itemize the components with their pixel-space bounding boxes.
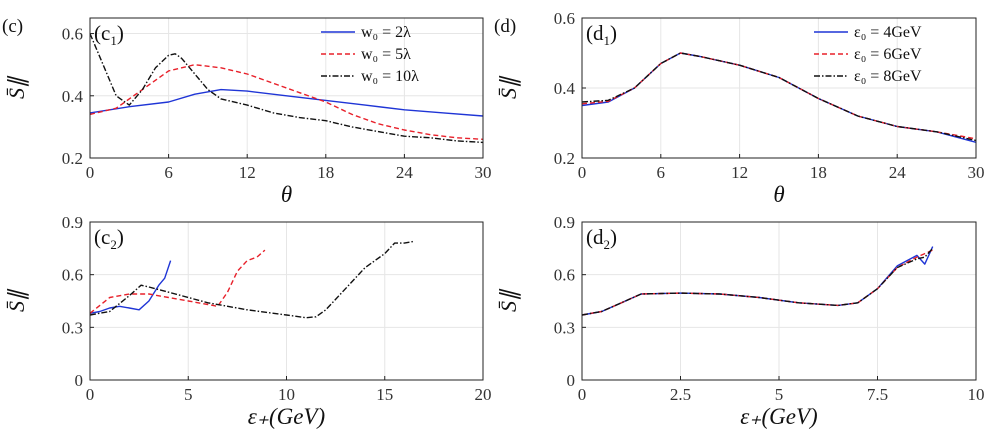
- panel-title-main: (d: [586, 225, 604, 249]
- y-tick-label: 0.3: [62, 318, 83, 337]
- series-line-d2-2: [581, 247, 934, 316]
- panel-letter: (d): [494, 16, 516, 37]
- x-tick-label: 10: [968, 385, 985, 404]
- series-line-c1-2: [89, 33, 484, 144]
- series-line-c2-0: [89, 260, 172, 314]
- x-axis-label: ε₊(GeV): [740, 404, 817, 429]
- series-line-c1-0: [89, 88, 484, 117]
- x-tick-label: 0: [86, 163, 95, 182]
- legend-label: ε₀ = 4GeV: [854, 24, 922, 41]
- y-tick-label: 0.6: [62, 266, 83, 285]
- y-tick-label: 0.6: [554, 9, 575, 28]
- y-tick-label: 0: [567, 371, 576, 390]
- x-tick-label: 6: [164, 163, 173, 182]
- series-line-c2-1: [89, 249, 266, 314]
- x-tick-label: 24: [396, 163, 414, 182]
- panel-title-main: (d: [586, 21, 604, 45]
- x-tick-label: 0: [86, 385, 95, 404]
- y-tick-label: 0.2: [554, 149, 575, 168]
- series-line-d1-2: [581, 52, 977, 142]
- x-tick-label: 15: [376, 385, 393, 404]
- axes-frame-c1: [89, 17, 484, 159]
- x-tick-label: 2.5: [670, 385, 691, 404]
- y-axis-label: S̄∥: [4, 75, 29, 99]
- x-tick-label: 5: [775, 385, 784, 404]
- x-tick-label: 30: [475, 163, 492, 182]
- x-tick-label: 7.5: [867, 385, 888, 404]
- x-tick-label: 18: [810, 163, 827, 182]
- panel-title: (d2): [586, 225, 617, 252]
- x-tick-label: 20: [475, 385, 492, 404]
- series-line-d2-1: [581, 249, 933, 316]
- y-tick-label: 0.3: [554, 318, 575, 337]
- panel-title-sub: 2: [604, 237, 611, 252]
- legend-c1: w₀ = 2λ w₀ = 5λ w₀ = 10λ: [321, 24, 419, 85]
- panel-title-main: (c: [94, 225, 110, 249]
- series-line-d2-0: [581, 246, 934, 316]
- series-line-c1-1: [89, 63, 484, 140]
- y-tick-label: 0.4: [62, 87, 84, 106]
- y-tick-label: 0.4: [554, 79, 576, 98]
- x-tick-label: 5: [184, 385, 193, 404]
- panel-title-sub: 1: [604, 33, 611, 48]
- x-axis-label: ε₊(GeV): [248, 404, 325, 429]
- x-tick-label: 0: [578, 385, 587, 404]
- y-axis-label: S̄∥: [496, 288, 521, 312]
- x-tick-label: 30: [968, 163, 985, 182]
- panel-title: (c1): [94, 21, 124, 48]
- panel-d2: 0 2.5 5 7.5 10 0 0.3 0.6 0.9 ε₊(GeV) S̄∥ (d2): [496, 213, 985, 429]
- x-tick-label: 18: [317, 163, 334, 182]
- y-tick-label: 0.6: [554, 266, 575, 285]
- panel-title: (c2): [94, 225, 124, 252]
- panel-c2: 0 5 10 15 20 0 0.3 0.6 0.9 ε₊(GeV) S̄∥ (c2): [4, 213, 492, 429]
- y-tick-label: 0: [75, 371, 84, 390]
- y-axis-label: S̄∥: [496, 75, 521, 99]
- panel-title-end: ): [610, 21, 617, 45]
- panel-title-main: (c: [94, 21, 110, 45]
- y-tick-label: 0.9: [62, 213, 83, 232]
- x-tick-label: 12: [239, 163, 256, 182]
- panel-title-sub: 2: [110, 237, 117, 252]
- x-axis-label: θ: [773, 182, 784, 207]
- x-tick-label: 10: [278, 385, 295, 404]
- panel-d1: 0 6 12 18 24 300.20.40.6θS̄∥(d) (d1) ε₀ = 4GeVε…: [494, 9, 985, 207]
- legend-label: ε₀ = 6GeV: [854, 46, 922, 63]
- x-tick-label: 24: [889, 163, 907, 182]
- panel-title-end: ): [117, 225, 124, 249]
- panel-title-end: ): [610, 225, 617, 249]
- legend-d1: ε₀ = 4GeV ε₀ = 6GeV ε₀ = 8GeV: [814, 24, 922, 85]
- panel-title: (d1): [586, 21, 617, 48]
- y-tick-label: 0.9: [554, 213, 575, 232]
- legend-label: w₀ = 5λ: [361, 46, 411, 63]
- legend-label: w₀ = 10λ: [361, 68, 419, 85]
- y-axis-label: S̄∥: [4, 288, 29, 312]
- y-tick-label: 0.2: [62, 149, 83, 168]
- panel-letter: (c): [2, 16, 23, 37]
- panel-title-sub: 1: [110, 33, 117, 48]
- x-tick-label: 6: [657, 163, 666, 182]
- legend-label: ε₀ = 8GeV: [854, 68, 922, 85]
- panel-c1: 0 6 12 18 24 300.20.40.6θS̄∥(c) (c1) w₀ = 2λw₀ …: [2, 16, 492, 207]
- grid-d2: [581, 221, 977, 381]
- series-line-c2-2: [89, 240, 415, 319]
- series-line-d1-1: [581, 52, 977, 140]
- y-tick-label: 0.6: [62, 25, 83, 44]
- x-axis-label: θ: [281, 182, 292, 207]
- legend-label: w₀ = 2λ: [361, 24, 411, 41]
- x-tick-label: 0: [578, 163, 587, 182]
- x-tick-label: 12: [731, 163, 748, 182]
- panel-title-end: ): [117, 21, 124, 45]
